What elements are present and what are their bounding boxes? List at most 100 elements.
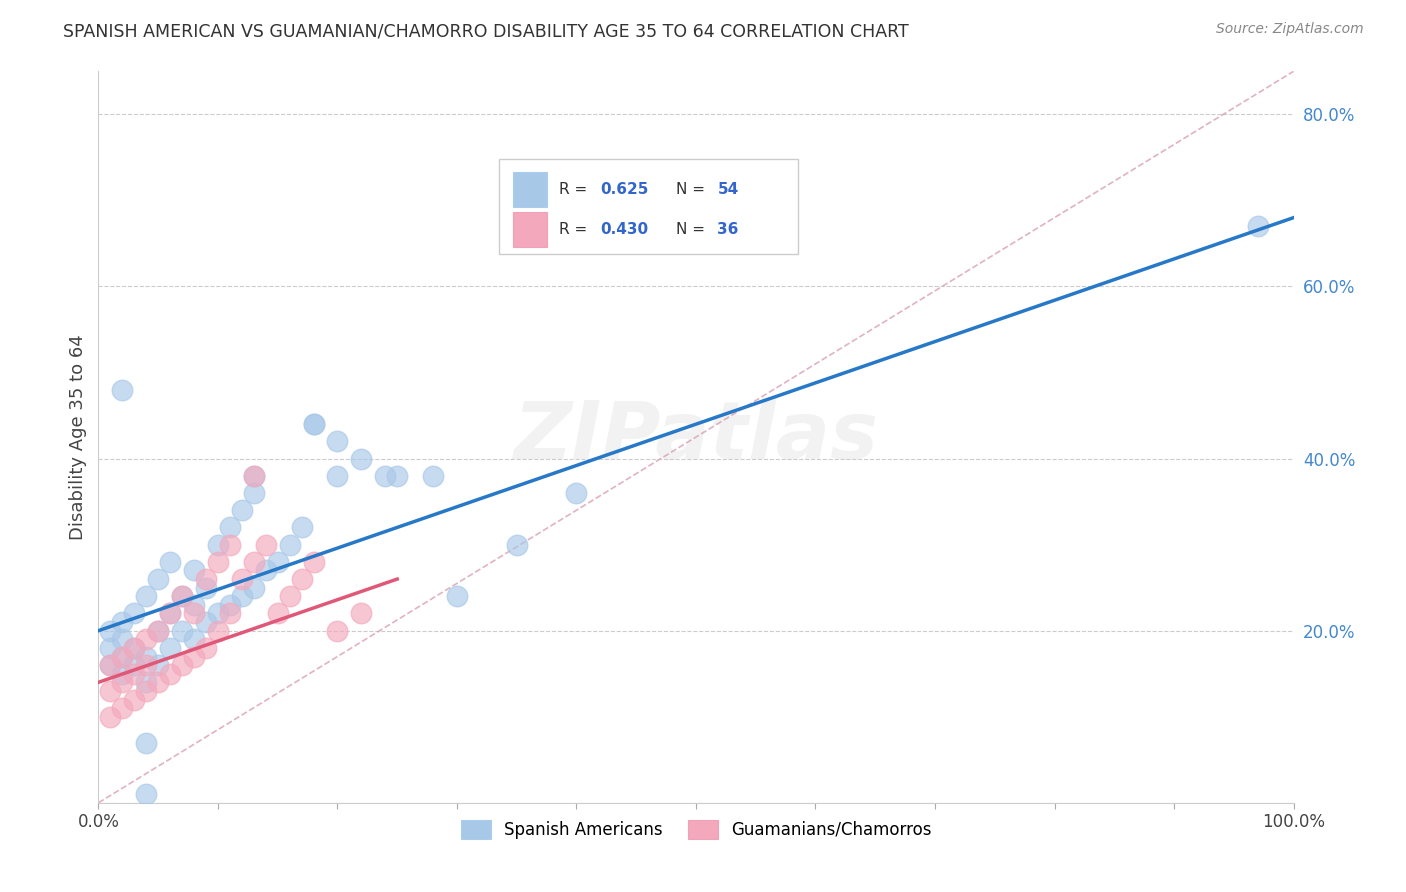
Point — [243, 486, 266, 500]
Point — [385, 468, 409, 483]
Point — [98, 710, 122, 724]
Point — [231, 503, 253, 517]
Point — [159, 640, 181, 655]
Point — [207, 624, 229, 638]
Point — [159, 666, 181, 681]
Point — [243, 468, 266, 483]
FancyBboxPatch shape — [499, 159, 797, 254]
Legend: Spanish Americans, Guamanians/Chamorros: Spanish Americans, Guamanians/Chamorros — [454, 814, 938, 846]
Point — [124, 658, 146, 673]
Point — [148, 658, 170, 673]
Point — [291, 520, 314, 534]
Point — [111, 383, 134, 397]
Point — [195, 572, 218, 586]
Point — [219, 520, 242, 534]
Point — [1247, 219, 1270, 234]
Point — [98, 624, 122, 638]
Point — [446, 589, 468, 603]
Point — [111, 615, 134, 629]
Point — [267, 607, 290, 621]
Point — [148, 675, 170, 690]
Point — [565, 486, 588, 500]
Point — [159, 555, 181, 569]
Point — [172, 589, 194, 603]
Point — [111, 632, 134, 647]
Point — [135, 735, 157, 749]
Text: N =: N = — [676, 222, 710, 237]
Point — [111, 649, 134, 664]
Point — [291, 572, 314, 586]
Text: 36: 36 — [717, 222, 740, 237]
Point — [135, 675, 157, 690]
Point — [219, 598, 242, 612]
Text: 0.625: 0.625 — [600, 182, 648, 196]
Point — [350, 451, 373, 466]
Point — [111, 675, 134, 690]
Point — [207, 538, 229, 552]
Point — [278, 538, 301, 552]
Point — [267, 555, 290, 569]
Point — [159, 607, 181, 621]
Point — [111, 649, 134, 664]
Text: Source: ZipAtlas.com: Source: ZipAtlas.com — [1216, 22, 1364, 37]
Text: R =: R = — [558, 182, 592, 196]
Text: ZIPatlas: ZIPatlas — [513, 398, 879, 476]
Point — [111, 701, 134, 715]
Point — [243, 555, 266, 569]
Point — [207, 607, 229, 621]
Point — [326, 468, 349, 483]
Point — [135, 787, 157, 801]
Point — [135, 658, 157, 673]
Point — [243, 468, 266, 483]
Point — [374, 468, 396, 483]
Point — [422, 468, 444, 483]
Point — [124, 640, 146, 655]
Point — [135, 649, 157, 664]
Point — [207, 555, 229, 569]
Point — [135, 589, 157, 603]
Text: R =: R = — [558, 222, 592, 237]
Point — [183, 649, 205, 664]
Point — [98, 684, 122, 698]
Point — [506, 538, 529, 552]
Point — [172, 589, 194, 603]
FancyBboxPatch shape — [513, 171, 547, 207]
Point — [183, 632, 205, 647]
Point — [159, 607, 181, 621]
Point — [183, 607, 205, 621]
Text: 0.430: 0.430 — [600, 222, 648, 237]
Point — [254, 538, 277, 552]
Point — [148, 572, 170, 586]
Point — [148, 624, 170, 638]
Point — [195, 640, 218, 655]
Point — [172, 658, 194, 673]
Text: 54: 54 — [717, 182, 738, 196]
Point — [326, 434, 349, 449]
Point — [172, 624, 194, 638]
Point — [98, 658, 122, 673]
Point — [243, 581, 266, 595]
Point — [302, 555, 325, 569]
Y-axis label: Disability Age 35 to 64: Disability Age 35 to 64 — [69, 334, 87, 540]
Point — [148, 624, 170, 638]
Point — [135, 684, 157, 698]
Point — [111, 666, 134, 681]
Point — [135, 632, 157, 647]
Text: SPANISH AMERICAN VS GUAMANIAN/CHAMORRO DISABILITY AGE 35 TO 64 CORRELATION CHART: SPANISH AMERICAN VS GUAMANIAN/CHAMORRO D… — [63, 22, 910, 40]
Point — [124, 607, 146, 621]
Point — [231, 572, 253, 586]
Point — [124, 692, 146, 706]
Point — [302, 417, 325, 432]
FancyBboxPatch shape — [513, 211, 547, 247]
Point — [326, 624, 349, 638]
Point — [195, 615, 218, 629]
Point — [219, 538, 242, 552]
Point — [183, 564, 205, 578]
Point — [195, 581, 218, 595]
Point — [350, 607, 373, 621]
Point — [124, 640, 146, 655]
Point — [124, 666, 146, 681]
Point — [302, 417, 325, 432]
Point — [183, 598, 205, 612]
Point — [219, 607, 242, 621]
